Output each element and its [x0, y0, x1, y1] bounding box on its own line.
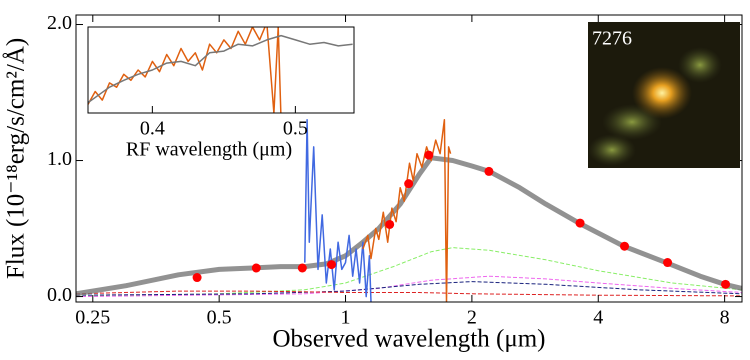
data-point: [327, 260, 337, 270]
data-point: [663, 258, 673, 268]
x-tick-label: 8: [720, 307, 730, 329]
y-tick-label: 1.0: [47, 148, 72, 170]
series-line: [76, 275, 742, 298]
x-axis-label: Observed wavelength (μm): [272, 326, 545, 353]
inset-chart: 0.4 0.5RF wavelength (μm): [87, 26, 355, 161]
data-point: [385, 219, 395, 229]
x-tick-label: 4: [593, 307, 603, 329]
image-blob: [588, 134, 636, 166]
data-point: [620, 241, 630, 251]
axes-frame: [87, 26, 355, 114]
series-line: [76, 281, 742, 296]
plot-area: [76, 118, 742, 302]
inset-background: [88, 27, 354, 113]
data-point: [297, 263, 307, 273]
image-blob: [678, 47, 722, 83]
x-tick-label: 0.4: [140, 118, 165, 140]
y-axis-label: Flux (10⁻¹⁸erg/s/cm²/Å): [3, 38, 30, 279]
series-line: [88, 34, 353, 104]
y-tick-label: 0.0: [47, 284, 72, 306]
data-point: [575, 218, 585, 228]
x-tick-label: 2: [467, 307, 477, 329]
x-tick-label: 0.25: [75, 307, 110, 329]
data-point: [192, 273, 202, 283]
data-point: [721, 279, 731, 289]
series-line: [76, 247, 742, 298]
series-line: [362, 118, 452, 302]
galaxy-image: 7276: [588, 22, 740, 168]
x-axis-label: RF wavelength (μm): [126, 139, 292, 161]
series-line: [88, 27, 282, 113]
model-curve: [76, 155, 742, 297]
x-tick-label: 0.5: [283, 118, 308, 140]
y-tick-label: 2.0: [47, 12, 72, 34]
x-tick-label: 1: [341, 307, 351, 329]
main-chart: 0.25 0.5 1 2 4 8 0.0 1.0 2.0 Observed wavelength …: [3, 12, 743, 353]
axes-frame: [75, 14, 743, 303]
data-point: [251, 263, 261, 273]
image-label: 7276: [592, 28, 632, 50]
image-core: [632, 67, 692, 119]
data-point: [484, 166, 494, 176]
data-point: [424, 150, 434, 160]
plot-area: [88, 27, 353, 113]
series-line: [76, 290, 742, 297]
x-tick-label: 0.5: [207, 307, 232, 329]
data-point: [404, 179, 414, 189]
series-line: [304, 118, 372, 302]
